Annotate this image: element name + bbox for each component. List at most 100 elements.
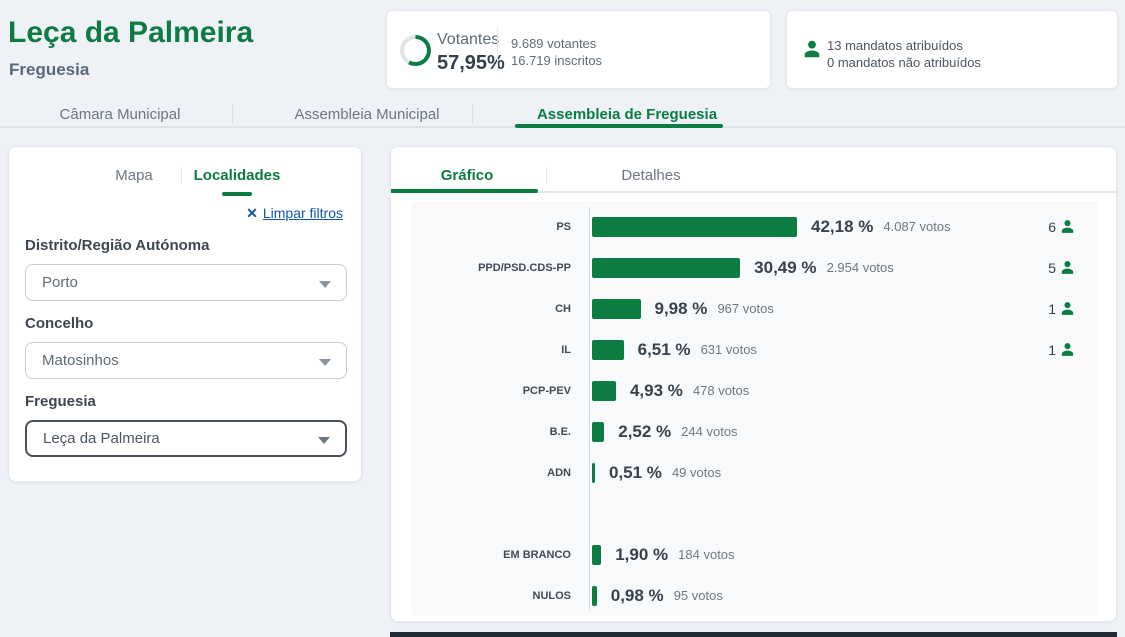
turnout-registered: 16.719 inscritos	[511, 53, 603, 68]
tab-assembleia-de-freguesia[interactable]: Assembleia de Freguesia	[536, 106, 718, 123]
party-label: PCP-PEV	[522, 384, 571, 397]
result-bar[interactable]	[592, 585, 597, 606]
mandates-count: 6	[1048, 218, 1056, 235]
tab-divider	[232, 104, 233, 124]
person-icon	[1059, 341, 1076, 358]
bar-zone: 0,51 % 49 votos	[592, 462, 721, 483]
parish-field-label: Freguesia	[25, 393, 96, 410]
filters-panel: Mapa Localidades ✕ Limpar filtros Distrit…	[8, 146, 362, 482]
turnout-divider	[497, 27, 498, 73]
party-label: B.E.	[549, 425, 571, 438]
result-bar[interactable]	[592, 339, 624, 360]
tab-assembleia-municipal[interactable]: Assembleia Municipal	[294, 106, 440, 123]
mandates-card: 13 mandatos atribuídos 0 mandatos não at…	[786, 10, 1118, 89]
mandates-count: 5	[1048, 259, 1056, 276]
chart-row: B.E. 2,52 % 244 votos	[411, 411, 1098, 452]
active-tab-underline	[222, 192, 252, 196]
bar-zone: 0,98 % 95 votos	[592, 585, 723, 606]
page-title: Leça da Palmeira	[8, 16, 254, 49]
mandates-attributed: 13 mandatos atribuídos	[827, 38, 963, 53]
parish-select[interactable]: Leça da Palmeira	[25, 420, 347, 457]
percent-value: 0,98 %	[610, 585, 664, 605]
percent-value: 6,51 %	[637, 339, 691, 359]
municipality-select[interactable]: Matosinhos	[25, 342, 347, 379]
tab-camara-municipal[interactable]: Câmara Municipal	[59, 106, 181, 123]
percent-value: 4,93 %	[629, 380, 683, 400]
percent-value: 42,18 %	[810, 216, 874, 236]
chevron-down-icon	[318, 437, 330, 444]
result-bar[interactable]	[592, 216, 797, 237]
chart-row: NULOS 0,98 % 95 votos	[411, 575, 1098, 616]
turnout-label: Votantes	[437, 31, 500, 48]
tab-divider	[472, 104, 473, 124]
turnout-voters: 9.689 votantes	[511, 36, 597, 51]
bar-zone: 2,52 % 244 votos	[592, 421, 738, 442]
bar-zone: 1,90 % 184 votos	[592, 544, 735, 565]
chevron-down-icon	[319, 281, 331, 288]
bar-zone: 9,98 % 967 votos	[592, 298, 774, 319]
chart-row: IL 6,51 % 631 votos 1	[411, 329, 1098, 370]
chart-row: EM BRANCO 1,90 % 184 votos	[411, 534, 1098, 575]
bar-zone: 4,93 % 478 votos	[592, 380, 750, 401]
footer-edge	[390, 632, 1117, 637]
chart-axis-line	[589, 207, 590, 610]
result-bar[interactable]	[592, 462, 595, 483]
person-icon	[1059, 218, 1076, 235]
close-icon: ✕	[246, 205, 258, 221]
turnout-donut-icon	[400, 35, 431, 66]
tab-divider	[181, 167, 182, 184]
results-panel: Gráfico Detalhes PS 42,18 % 4.087 votos …	[390, 146, 1118, 622]
person-icon	[1059, 300, 1076, 317]
mandates-badge: 1	[1048, 288, 1076, 329]
bar-zone: 30,49 % 2.954 votos	[592, 257, 894, 278]
votes-value: 967 votos	[717, 301, 774, 316]
votes-value: 478 votos	[692, 383, 750, 398]
district-field-label: Distrito/Região Autónoma	[25, 237, 210, 254]
chart-row: PCP-PEV 4,93 % 478 votos	[411, 370, 1098, 411]
results-bar-chart: PS 42,18 % 4.087 votos 6 PPD/PSD.CDS-PP …	[411, 201, 1098, 616]
tab-localidades[interactable]: Localidades	[193, 167, 281, 184]
chevron-down-icon	[319, 359, 331, 366]
municipality-select-value: Matosinhos	[42, 352, 119, 369]
result-bar[interactable]	[592, 421, 605, 442]
votes-value: 244 votos	[681, 424, 738, 439]
result-bar[interactable]	[592, 380, 616, 401]
party-label: IL	[561, 343, 571, 356]
chart-row: PS 42,18 % 4.087 votos 6	[411, 206, 1098, 247]
percent-value: 2,52 %	[618, 421, 672, 441]
chart-row: ADN 0,51 % 49 votos	[411, 452, 1098, 493]
mandates-badge: 5	[1048, 247, 1076, 288]
parish-select-value: Leça da Palmeira	[43, 430, 160, 447]
district-select-value: Porto	[42, 274, 78, 291]
tab-detalhes[interactable]: Detalhes	[621, 167, 681, 184]
result-bar[interactable]	[592, 298, 641, 319]
votes-value: 2.954 votos	[826, 260, 894, 275]
mandates-count: 1	[1048, 300, 1056, 317]
chart-rows: PS 42,18 % 4.087 votos 6 PPD/PSD.CDS-PP …	[411, 206, 1098, 616]
party-label: NULOS	[532, 589, 572, 602]
percent-value: 1,90 %	[615, 544, 669, 564]
party-label: PPD/PSD.CDS-PP	[478, 261, 571, 274]
percent-value: 0,51 %	[609, 462, 662, 482]
percent-value: 30,49 %	[754, 257, 817, 277]
active-tab-underline	[515, 124, 723, 128]
result-bar[interactable]	[592, 257, 741, 278]
votes-value: 95 votos	[673, 588, 723, 603]
tabs-baseline	[391, 191, 1118, 193]
chart-row: CH 9,98 % 967 votos 1	[411, 288, 1098, 329]
district-select[interactable]: Porto	[25, 264, 347, 301]
votes-value: 184 votos	[678, 547, 735, 562]
tab-grafico[interactable]: Gráfico	[440, 167, 494, 184]
mandates-badge: 6	[1048, 206, 1076, 247]
turnout-percent: 57,95%	[437, 52, 505, 74]
party-label: ADN	[547, 466, 571, 479]
result-bar[interactable]	[592, 544, 602, 565]
bar-zone: 42,18 % 4.087 votos	[592, 216, 951, 237]
tab-divider	[546, 167, 547, 185]
turnout-card: Votantes 57,95% 9.689 votantes 16.719 in…	[386, 10, 771, 89]
votes-value: 631 votos	[700, 342, 757, 357]
party-label: EM BRANCO	[503, 548, 571, 561]
clear-filters-link[interactable]: ✕ Limpar filtros	[246, 205, 343, 221]
tab-mapa[interactable]: Mapa	[115, 167, 153, 184]
